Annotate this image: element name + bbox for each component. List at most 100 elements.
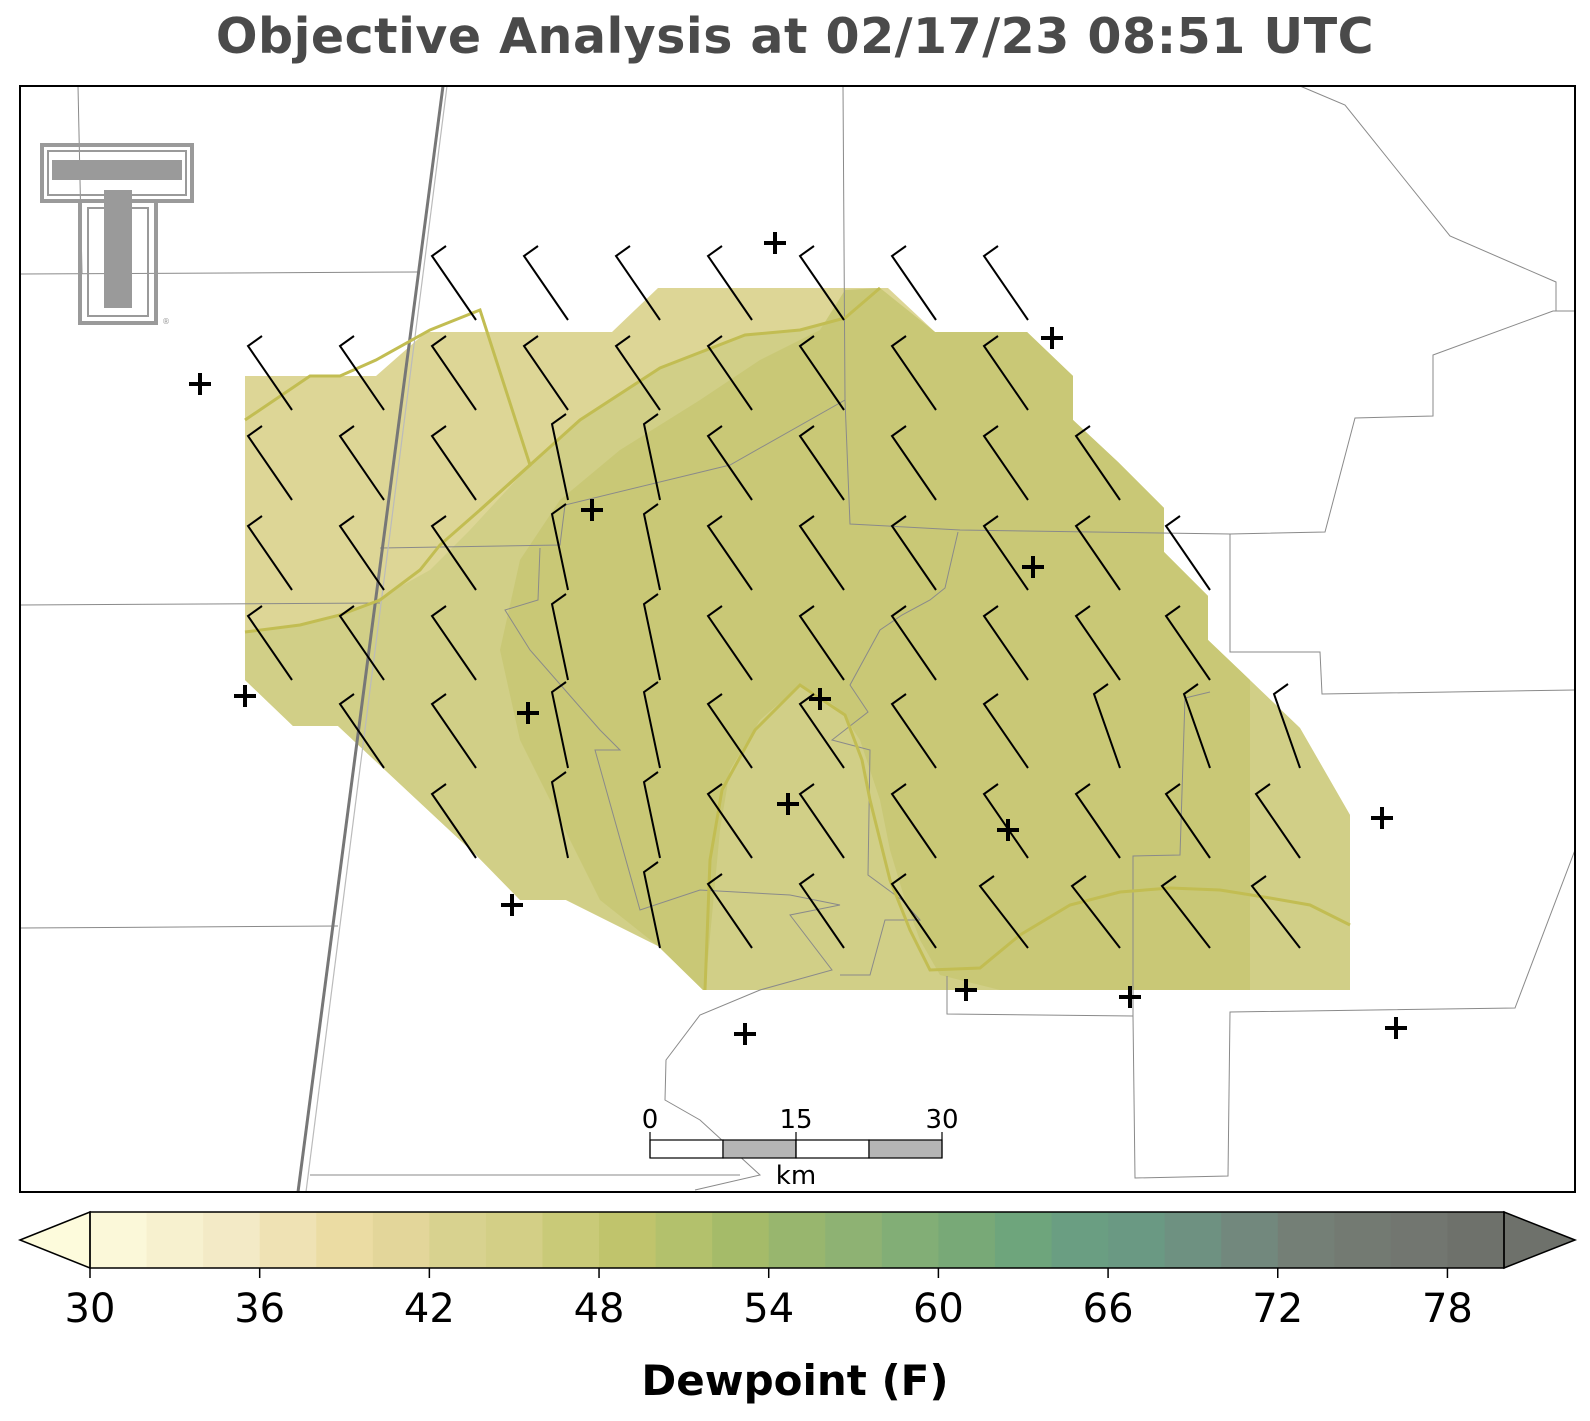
wind-barb: [338, 605, 385, 681]
colorbar-segment: [655, 1212, 713, 1268]
station-marker: [1371, 807, 1393, 829]
wind-barb: [1074, 515, 1121, 591]
wind-barb: [642, 413, 661, 501]
colorbar-segment: [542, 1212, 600, 1268]
station-marker: [734, 1023, 756, 1045]
colorbar-segment: [485, 1212, 543, 1268]
colorbar-segment: [825, 1212, 883, 1268]
wind-barb: [982, 335, 1029, 411]
wind-barb: [798, 335, 845, 411]
wind-barb: [338, 335, 385, 411]
wind-barb: [798, 873, 845, 949]
wind-barb: [246, 335, 293, 411]
scale-label-0: 0: [642, 1105, 659, 1135]
colorbar-segment: [1277, 1212, 1335, 1268]
wind-barb: [706, 425, 753, 501]
colorbar-segment: [1334, 1212, 1392, 1268]
contour-top: [478, 286, 881, 512]
station-marker: [1041, 327, 1063, 349]
wind-barb: [890, 873, 937, 949]
colorbar-segment: [1390, 1212, 1448, 1268]
wind-barb: [890, 783, 937, 859]
station-marker: [1119, 986, 1141, 1008]
wind-barb: [550, 771, 569, 859]
wind-barb: [706, 783, 753, 859]
wind-barb: [430, 335, 477, 411]
chart-title: Objective Analysis at 02/17/23 08:51 UTC: [215, 8, 1375, 65]
colorbar-segment: [146, 1212, 204, 1268]
wind-barb: [982, 693, 1029, 769]
wind-barb: [1182, 683, 1211, 769]
wind-barbs: [246, 245, 1301, 949]
wind-barb: [706, 873, 753, 949]
wind-barb: [890, 245, 937, 321]
station-marker: [1022, 556, 1044, 578]
colorbar-tick-label: 54: [743, 1286, 794, 1332]
colorbar-segment: [1051, 1212, 1109, 1268]
wind-barb: [1164, 783, 1211, 859]
colorbar-tick-label: 42: [404, 1286, 455, 1332]
wind-barb: [890, 605, 937, 681]
wind-barb: [614, 335, 661, 411]
colorbar-segments: [90, 1212, 1505, 1268]
colorbar-segment: [994, 1212, 1053, 1268]
colorbar-segment: [881, 1212, 939, 1268]
wind-barb: [430, 515, 477, 591]
wind-barb: [706, 515, 753, 591]
wind-barb: [1254, 783, 1301, 859]
wind-barb: [338, 425, 385, 501]
wind-barb: [982, 605, 1029, 681]
wind-barb: [978, 875, 1029, 949]
contour-lobe: [703, 683, 1351, 991]
wind-barb: [246, 605, 293, 681]
colorbar-tick-label: 66: [1083, 1286, 1134, 1332]
wind-barb: [430, 693, 477, 769]
wind-barb: [706, 693, 753, 769]
wind-barb: [798, 605, 845, 681]
wind-barb: [982, 515, 1029, 591]
svg-text:®: ®: [162, 317, 170, 326]
wind-barb: [1164, 515, 1211, 591]
wind-barb: [550, 503, 569, 591]
station-marker: [809, 688, 831, 710]
wind-barb: [982, 783, 1029, 859]
colorbar-extend-high: [1503, 1210, 1578, 1270]
station-marker: [777, 793, 799, 815]
wind-barb: [642, 593, 661, 681]
colorbar-segment: [203, 1212, 261, 1268]
station-marker: [1385, 1017, 1407, 1039]
colorbar-segment: [372, 1212, 430, 1268]
wind-barb: [1250, 875, 1301, 949]
colorbar-segment: [1108, 1212, 1166, 1268]
station-marker: [581, 499, 603, 521]
wind-barb: [1272, 683, 1301, 769]
wind-barb: [642, 861, 661, 949]
colorbar-segment: [90, 1212, 148, 1268]
station-marker: [189, 373, 211, 395]
wind-barb: [430, 605, 477, 681]
wind-barb: [982, 245, 1029, 321]
wind-barb: [890, 335, 937, 411]
colorbar-tick-label: 36: [234, 1286, 285, 1332]
colorbar-tick-label: 78: [1422, 1286, 1473, 1332]
wind-barb: [890, 515, 937, 591]
wind-barb: [338, 515, 385, 591]
wind-barb: [246, 515, 293, 591]
wind-barb: [642, 503, 661, 591]
colorbar-extend-low: [17, 1210, 91, 1270]
wind-barb: [642, 771, 661, 859]
colorbar-tick-label: 72: [1252, 1286, 1303, 1332]
colorbar-segment: [316, 1212, 374, 1268]
wind-barb: [1160, 875, 1211, 949]
colorbar-segment: [768, 1212, 826, 1268]
wind-barb: [706, 245, 753, 321]
wind-barb: [1164, 605, 1211, 681]
colorbar-outline: [89, 1211, 1505, 1269]
wind-barb: [1074, 425, 1121, 501]
colorbar-segment: [1447, 1212, 1505, 1268]
colorbar-segment: [259, 1212, 317, 1268]
station-marker: [764, 232, 786, 254]
wind-barb: [338, 693, 385, 769]
scale-bar: 0 15 30 km: [642, 1105, 959, 1191]
wind-barb: [890, 693, 937, 769]
